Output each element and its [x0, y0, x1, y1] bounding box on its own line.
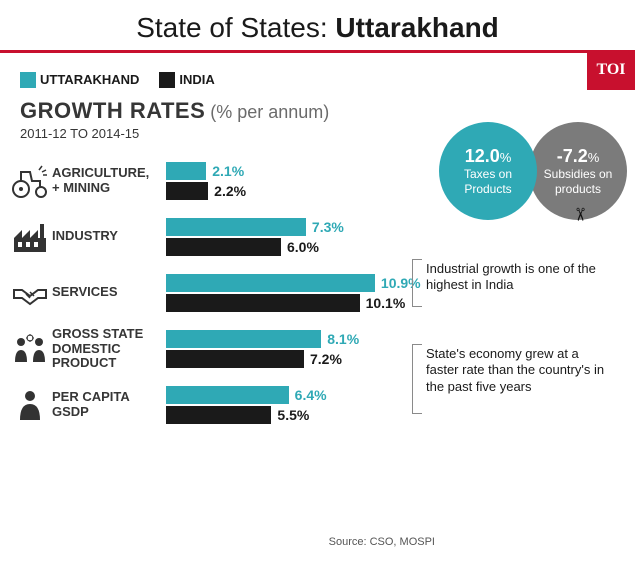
toi-logo-badge: TOI: [587, 50, 635, 90]
bar-uttarakhand: [166, 218, 306, 236]
row-bars: 2.1% 2.2%: [166, 160, 426, 202]
legend-label: UTTARAKHAND: [40, 72, 139, 87]
handshake-icon: [8, 271, 52, 315]
row-bars: 8.1% 7.2%: [166, 328, 426, 370]
bubble-value: 12.0: [465, 146, 500, 166]
bar-india: [166, 238, 281, 256]
bar-india: [166, 406, 271, 424]
factory-icon: [8, 215, 52, 259]
infographic-container: State of States: Uttarakhand TOI UTTARAK…: [0, 0, 635, 566]
stat-bubble: 12.0% Taxes on Products: [439, 122, 537, 220]
person-icon: [8, 383, 52, 427]
bar-value-in: 5.5%: [277, 407, 309, 423]
row-bars: 7.3% 6.0%: [166, 216, 426, 258]
annotation-bracket: [412, 259, 422, 307]
bar-uttarakhand: [166, 386, 289, 404]
legend: UTTARAKHAND INDIA: [0, 53, 635, 88]
row-label: GROSS STATE DOMESTIC PRODUCT: [52, 327, 166, 372]
row-label: INDUSTRY: [52, 229, 166, 244]
row-bars: 10.9% 10.1%: [166, 272, 426, 314]
row-label: AGRICULTURE, + MINING: [52, 166, 166, 196]
bar-india: [166, 182, 208, 200]
bar-value-in: 2.2%: [214, 183, 246, 199]
bar-value-in: 10.1%: [366, 295, 406, 311]
annotation-bracket: [412, 344, 422, 414]
bar-india: [166, 350, 304, 368]
chart-row: INDUSTRY 7.3% 6.0%: [0, 209, 635, 265]
row-label: PER CAPITA GSDP: [52, 390, 166, 420]
source-attribution: Source: CSO, MOSPI: [329, 536, 435, 548]
bar-value-uk: 8.1%: [327, 331, 359, 347]
annotation-text: State's economy grew at a faster rate th…: [426, 346, 606, 395]
chart-title: GROWTH RATES: [20, 98, 205, 123]
scissors-icon: ✂: [569, 207, 590, 222]
title-prefix: State of States:: [136, 12, 335, 43]
annotation-text: Industrial growth is one of the highest …: [426, 261, 606, 294]
bar-uttarakhand: [166, 162, 206, 180]
bar-value-in: 6.0%: [287, 239, 319, 255]
bar-uttarakhand: [166, 330, 321, 348]
bar-india: [166, 294, 360, 312]
legend-swatch: [159, 72, 175, 88]
row-bars: 6.4% 5.5%: [166, 384, 426, 426]
bar-value-uk: 2.1%: [212, 163, 244, 179]
title-state: Uttarakhand: [335, 12, 498, 43]
bar-value-uk: 7.3%: [312, 219, 344, 235]
bubble-label: Taxes on Products: [439, 167, 537, 196]
bar-value-in: 7.2%: [310, 351, 342, 367]
people-gears-icon: [8, 327, 52, 371]
bar-uttarakhand: [166, 274, 375, 292]
row-label: SERVICES: [52, 285, 166, 300]
bar-value-uk: 6.4%: [295, 387, 327, 403]
chart-row: AGRICULTURE, + MINING 2.1% 2.2%: [0, 153, 635, 209]
title-bar: State of States: Uttarakhand: [0, 0, 635, 50]
tractor-icon: [8, 159, 52, 203]
legend-label: INDIA: [179, 72, 214, 87]
chart-title-units: (% per annum): [205, 102, 329, 122]
bubble-pct: %: [500, 150, 512, 165]
legend-swatch: [20, 72, 36, 88]
